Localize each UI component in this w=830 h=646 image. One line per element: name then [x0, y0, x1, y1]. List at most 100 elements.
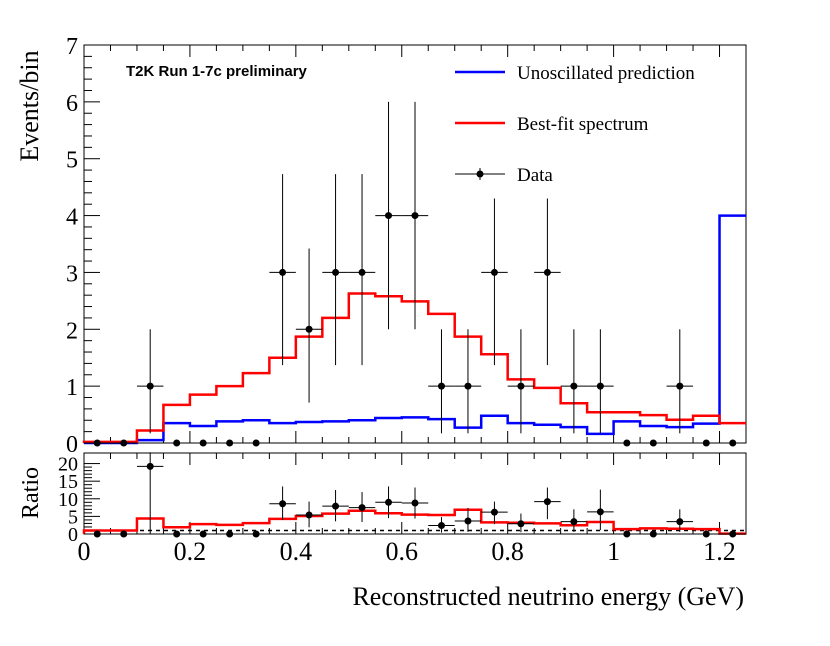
main-data-point [216, 439, 243, 447]
data-marker [332, 268, 340, 276]
ratio-data-point [163, 530, 190, 538]
ratio-data-point [666, 509, 694, 532]
data-marker [437, 522, 445, 530]
data-marker [490, 268, 498, 276]
data-marker [385, 212, 393, 220]
data-marker [173, 439, 181, 447]
legend-label: Unoscillated prediction [517, 63, 695, 84]
main-y-tick-label: 5 [66, 148, 78, 174]
main-series-layer [82, 101, 746, 447]
main-y-tick-label: 3 [66, 261, 78, 287]
legend-marker [476, 170, 484, 178]
main-data-point [666, 329, 694, 434]
legend-item: Unoscillated prediction [455, 63, 695, 84]
main-y-tick-label: 2 [66, 318, 78, 344]
x-axis-label: Reconstructed neutrino energy (GeV) [352, 582, 744, 611]
ratio-data-point [481, 501, 508, 525]
data-marker [411, 499, 419, 507]
main-data-point [719, 439, 746, 447]
data-marker [93, 439, 101, 447]
ratio-y-tick-label: 10 [58, 489, 78, 511]
main-data-point [295, 248, 323, 403]
ratio-data-point [189, 530, 217, 538]
data-marker [649, 530, 657, 538]
data-marker [490, 508, 498, 516]
ratio-series-layer [82, 452, 746, 538]
ratio-data-point [640, 530, 667, 538]
data-marker [358, 268, 366, 276]
main-y-axis: 0 1 2 3 4 5 6 7 [66, 34, 100, 458]
ratio-data-point [719, 530, 746, 538]
main-data-point [693, 439, 720, 447]
legend-item: Best-fit spectrum [455, 114, 649, 135]
ratio-data-point [375, 486, 402, 519]
data-marker [464, 382, 472, 390]
data-marker [305, 325, 313, 333]
data-marker [676, 518, 684, 526]
x-tick-label: 1 [607, 537, 620, 566]
main-data-point [348, 174, 376, 366]
data-marker [120, 530, 128, 538]
legend-item: Data [455, 165, 553, 186]
data-marker [305, 511, 313, 519]
data-marker [93, 530, 101, 538]
data-marker [146, 462, 154, 470]
main-y-tick-label: 7 [66, 34, 78, 60]
data-marker [596, 508, 604, 516]
ratio-data-point [269, 486, 296, 520]
main-data-point [401, 101, 429, 330]
ratio-data-point [136, 452, 164, 534]
legend: Unoscillated prediction Best-fit spectrum… [455, 63, 695, 186]
main-x-axis-ticks [83, 45, 747, 443]
ratio-data-point [560, 509, 588, 532]
ratio-y-tick-label: 20 [58, 454, 78, 476]
ratio-data-point [110, 530, 137, 538]
data-marker [252, 530, 260, 538]
data-marker [385, 498, 393, 506]
data-marker [570, 382, 578, 390]
ratio-data-point [348, 492, 376, 523]
main-data-point [84, 439, 111, 447]
ratio-data-point [401, 487, 429, 519]
data-marker [676, 382, 684, 390]
data-marker [570, 518, 578, 526]
data-marker [702, 439, 710, 447]
main-y-tick-label: 6 [66, 91, 78, 117]
data-marker [729, 439, 737, 447]
data-marker [623, 530, 631, 538]
ratio-data-point [84, 530, 111, 538]
ratio-data-point [587, 489, 614, 531]
data-marker [199, 439, 207, 447]
x-tick-label: 0.8 [491, 537, 524, 566]
main-data-point [375, 101, 402, 330]
data-marker [596, 382, 604, 390]
main-data-point [136, 329, 164, 434]
data-marker [332, 502, 340, 510]
ratio-data-point [295, 501, 323, 528]
data-marker [517, 520, 525, 528]
data-marker [120, 439, 128, 447]
data-marker [437, 382, 445, 390]
main-data-point [322, 174, 349, 366]
ratio-data-point [216, 530, 243, 538]
main-data-point [269, 174, 296, 366]
main-data-point [560, 329, 588, 434]
main-data-point [110, 439, 137, 447]
ratio-data-point [428, 517, 455, 533]
main-data-point [587, 329, 614, 434]
main-data-point [454, 329, 482, 434]
data-marker [411, 212, 419, 220]
ratio-data-point [242, 530, 270, 538]
main-step-line [82, 292, 746, 444]
ratio-y-tick-label: 0 [68, 524, 78, 546]
ratio-data-point [613, 530, 641, 538]
data-marker [279, 268, 287, 276]
main-step-line [84, 214, 746, 445]
main-data-point [163, 439, 190, 447]
main-data-point [613, 439, 641, 447]
data-marker [279, 500, 287, 508]
data-marker [226, 439, 234, 447]
ratio-y-axis-label: Ratio [18, 467, 44, 519]
